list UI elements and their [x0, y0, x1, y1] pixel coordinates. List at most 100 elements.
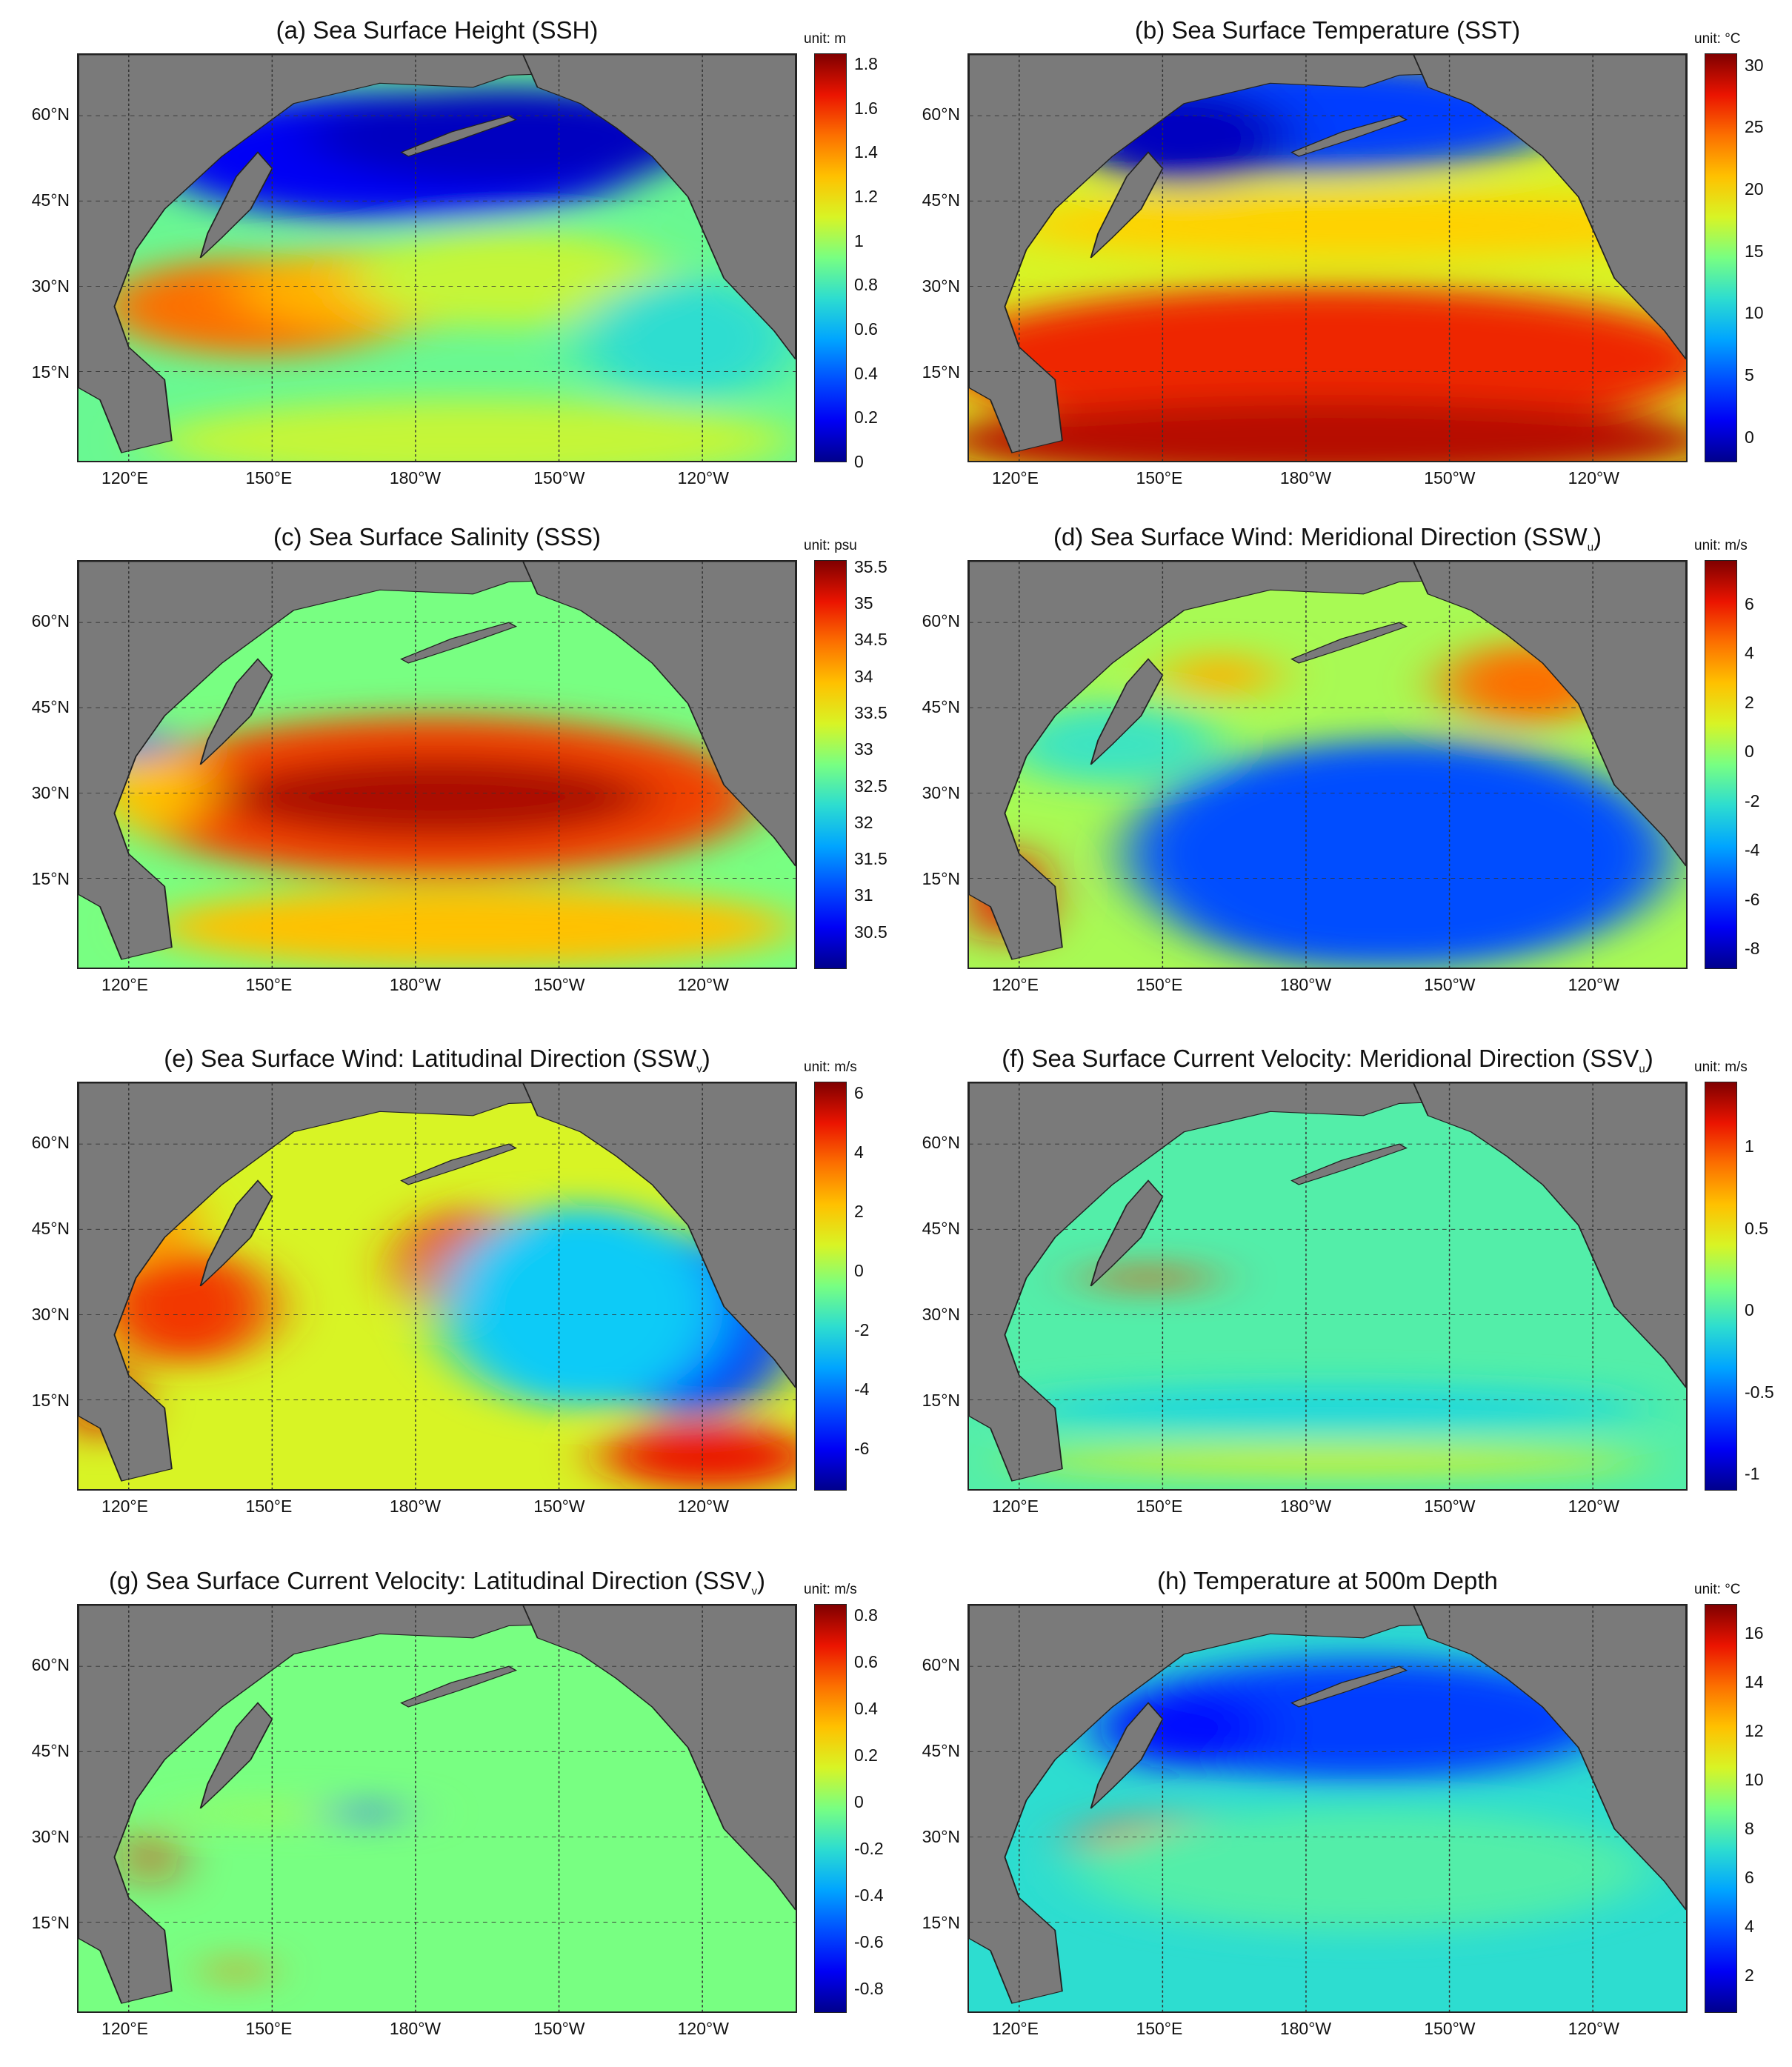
- colorbar-tick-label: 0: [854, 1261, 864, 1280]
- lat-label: 30°N: [922, 782, 960, 802]
- lon-label: 150°E: [1136, 468, 1183, 487]
- land-mass: [199, 658, 273, 765]
- ocean-anomalies: [1005, 1270, 1651, 1474]
- lon-label: 180°W: [1279, 1497, 1332, 1516]
- map-canvas: [79, 55, 796, 461]
- colorbar-c: [814, 560, 847, 969]
- ocean-anomalies: [79, 1185, 796, 1489]
- lat-label: 60°N: [922, 1654, 960, 1674]
- lat-label: 30°N: [31, 1304, 70, 1324]
- colorbar-tick-label: 4: [1745, 1917, 1754, 1937]
- lat-label: 30°N: [922, 1304, 960, 1324]
- colorbar-tick-label: 0.6: [854, 319, 878, 339]
- lon-label: 150°W: [1424, 1497, 1476, 1516]
- colorbar-tick-label: 12: [1745, 1720, 1764, 1740]
- field-anomaly: [329, 1804, 402, 1821]
- colorbar-tick-label: 0.2: [854, 407, 878, 427]
- lat-label: 15°N: [31, 1390, 70, 1410]
- panel-title-text: (f) Sea Surface Current Velocity: Meridi…: [1002, 1045, 1639, 1072]
- colorbar-tick-label: 0.2: [854, 1745, 878, 1765]
- land-mass: [1290, 115, 1408, 157]
- ocean-anomalies: [1076, 1658, 1651, 1931]
- lon-label: 120°E: [992, 2019, 1039, 2038]
- field-anomaly: [1005, 1448, 1651, 1474]
- colorbar-tick-label: 25: [1745, 117, 1764, 137]
- lat-label: 45°N: [31, 1218, 70, 1238]
- map-f: [967, 1082, 1688, 1491]
- field-anomaly: [1076, 1270, 1220, 1286]
- lat-label: 30°N: [922, 1826, 960, 1846]
- lon-label: 150°E: [245, 1497, 293, 1516]
- colorbar-tick-label: 2: [854, 1202, 864, 1221]
- lon-label: 150°W: [533, 468, 585, 487]
- panel-title-text: (h) Temperature at 500m Depth: [1157, 1567, 1498, 1594]
- lon-label: 180°W: [1279, 2019, 1332, 2038]
- lon-label: 120°W: [1568, 975, 1619, 994]
- lat-label: 45°N: [922, 1218, 960, 1238]
- lon-label: 120°W: [1568, 2019, 1619, 2038]
- lon-label: 120°E: [992, 975, 1039, 994]
- lon-label: 150°E: [1136, 975, 1183, 994]
- lon-label: 120°W: [677, 1497, 729, 1516]
- colorbar-unit: unit: m/s: [1694, 538, 1748, 553]
- colorbar-unit: unit: m/s: [804, 1582, 857, 1597]
- field-anomaly: [437, 1205, 725, 1408]
- land-mass: [1090, 151, 1164, 259]
- colorbar-tick-label: 20: [1745, 179, 1764, 199]
- map-h: [967, 1604, 1688, 2013]
- lat-label: 15°N: [31, 1912, 70, 1932]
- colorbar-unit: unit: °C: [1694, 1582, 1741, 1597]
- land-mass: [1413, 1083, 1686, 1388]
- panel-title: (a) Sea Surface Height (SSH): [77, 16, 797, 44]
- colorbar-tick-label: 0: [1745, 1300, 1754, 1320]
- colorbar-tick-label: 31.5: [854, 849, 887, 869]
- land-mass: [400, 1143, 518, 1185]
- map-d: [967, 560, 1688, 969]
- colorbar-tick-label: 0.8: [854, 1605, 878, 1625]
- land-mass: [400, 1665, 518, 1708]
- colorbar-tick-label: 6: [1745, 593, 1754, 613]
- colorbar-tick-label: 10: [1745, 1769, 1764, 1789]
- colorbar-tick-label: -0.8: [854, 1979, 884, 1999]
- field-anomaly: [100, 1249, 273, 1364]
- colorbar-tick-label: -0.6: [854, 1932, 884, 1952]
- colorbar-tick-label: 0.6: [854, 1651, 878, 1671]
- colorbar-g: [814, 1604, 847, 2013]
- map-c: [77, 560, 797, 969]
- field-anomaly: [1005, 1388, 1651, 1428]
- field-anomaly: [350, 229, 667, 327]
- panel-title-text: (e) Sea Surface Wind: Latitudinal Direct…: [164, 1045, 697, 1072]
- colorbar-tick-label: 33.5: [854, 703, 887, 722]
- panel-title: (f) Sea Surface Current Velocity: Meridi…: [967, 1045, 1688, 1076]
- field-anomaly: [1005, 193, 1686, 258]
- colorbar-unit: unit: m/s: [804, 1059, 857, 1075]
- colorbar-tick-label: 4: [854, 1142, 864, 1162]
- colorbar-b: [1705, 53, 1737, 462]
- map-b: [967, 53, 1688, 462]
- colorbar-tick-label: -4: [1745, 840, 1760, 860]
- colorbar-tick-label: 0.5: [1745, 1218, 1768, 1238]
- ocean-anomalies: [969, 642, 1672, 968]
- lon-label: 120°W: [677, 975, 729, 994]
- map-g: [77, 1604, 797, 2013]
- colorbar-tick-label: 10: [1745, 303, 1764, 323]
- ocean-anomalies: [93, 716, 796, 968]
- lon-label: 180°W: [389, 975, 442, 994]
- land-mass: [1413, 55, 1686, 360]
- land-mass: [522, 1083, 796, 1388]
- field-anomaly: [602, 1424, 796, 1489]
- lat-label: 15°N: [31, 868, 70, 888]
- field-anomaly: [221, 756, 653, 838]
- land-mass: [1290, 1665, 1408, 1708]
- lat-label: 45°N: [31, 696, 70, 716]
- land-mass: [199, 151, 273, 259]
- map-canvas: [969, 1083, 1686, 1489]
- lat-label: 45°N: [922, 190, 960, 210]
- colorbar-tick-label: 14: [1745, 1671, 1764, 1691]
- lon-label: 150°W: [533, 1497, 585, 1516]
- colorbar-tick-label: 34.5: [854, 630, 887, 650]
- field-anomaly: [150, 886, 796, 968]
- field-anomaly: [580, 278, 796, 400]
- colorbar-d: [1705, 560, 1737, 969]
- lat-label: 15°N: [922, 362, 960, 382]
